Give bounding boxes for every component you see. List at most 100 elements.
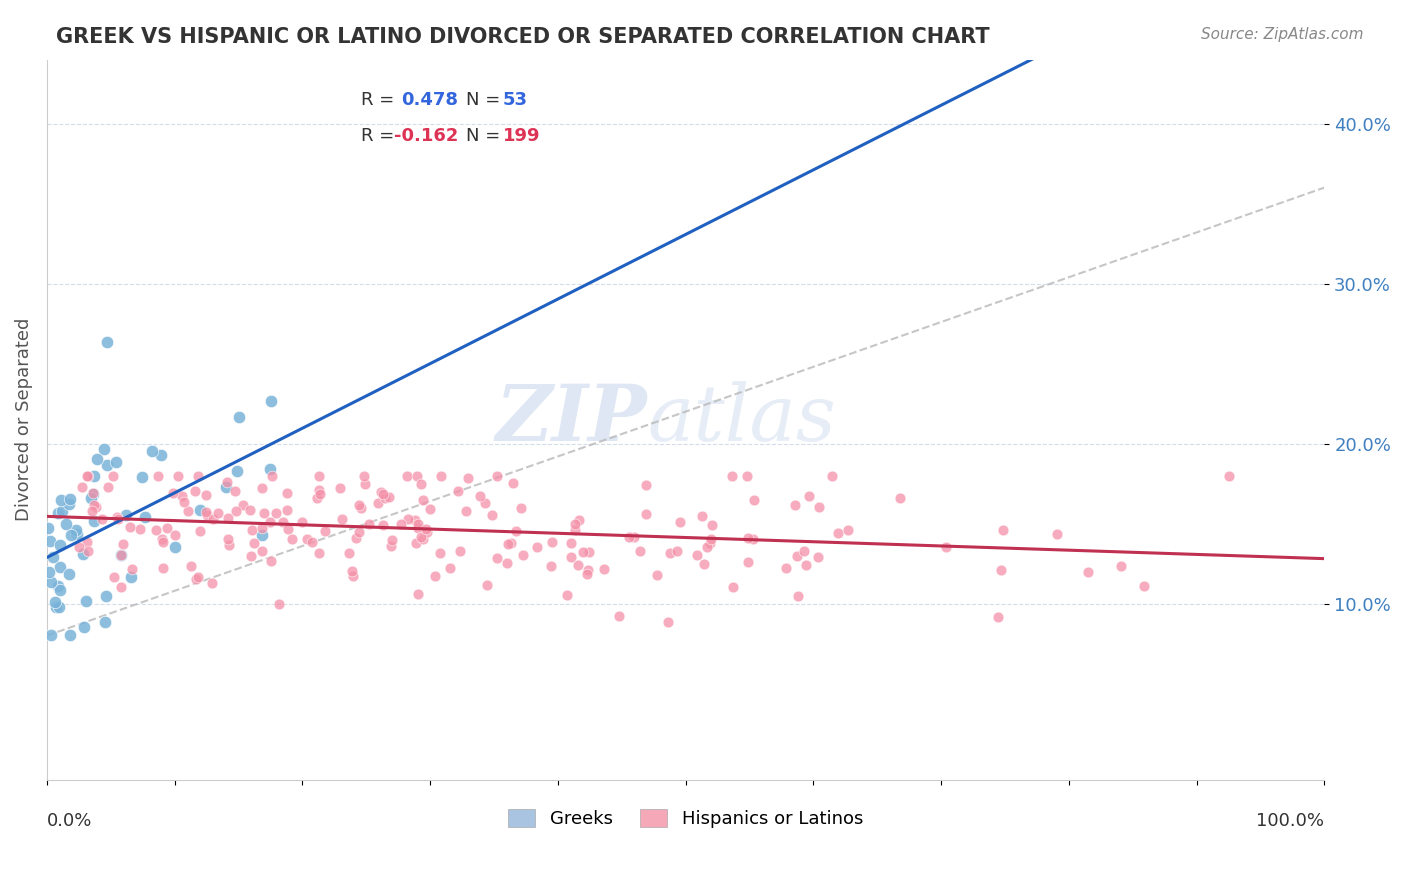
Point <box>45 600 67 615</box>
Point <box>281 532 304 546</box>
Point <box>75 593 97 607</box>
Point <box>114 508 136 522</box>
Point <box>396 511 419 525</box>
Point <box>889 491 911 506</box>
Point <box>512 548 534 562</box>
Point <box>657 615 679 630</box>
Point <box>93 442 115 456</box>
Point <box>699 536 721 550</box>
Point <box>308 468 330 483</box>
Point <box>381 533 404 548</box>
Point <box>239 503 262 517</box>
Point <box>827 526 849 541</box>
Point <box>301 534 323 549</box>
Text: 100.0%: 100.0% <box>1257 812 1324 830</box>
Point <box>240 549 263 563</box>
Point <box>94 615 117 629</box>
Point <box>560 549 582 564</box>
Point <box>314 524 336 538</box>
Point <box>215 475 238 489</box>
Point <box>634 478 657 492</box>
Point <box>409 477 432 491</box>
Point <box>188 502 211 516</box>
Point <box>659 546 682 560</box>
Point <box>76 535 98 549</box>
Point <box>42 550 65 565</box>
Point <box>38 566 60 580</box>
Point <box>406 517 429 532</box>
Point <box>118 519 141 533</box>
Point <box>564 523 586 537</box>
Point <box>353 468 375 483</box>
Point <box>252 544 274 558</box>
Point <box>83 498 105 512</box>
Point <box>457 471 479 485</box>
Point <box>308 483 330 498</box>
Point <box>48 600 70 615</box>
Point <box>252 506 274 520</box>
Point <box>575 567 598 582</box>
Text: 0.478: 0.478 <box>401 91 458 110</box>
Point <box>225 504 247 518</box>
Point <box>645 568 668 582</box>
Point <box>225 464 247 478</box>
Point <box>693 557 716 571</box>
Point <box>49 492 72 507</box>
Point <box>59 528 82 542</box>
Point <box>111 537 134 551</box>
Point <box>152 535 174 549</box>
Point <box>67 540 90 554</box>
Point <box>250 481 273 495</box>
Point <box>120 569 142 583</box>
Point <box>188 524 211 539</box>
Point <box>526 540 548 554</box>
Point <box>155 521 177 535</box>
Point <box>48 559 70 574</box>
Point <box>636 508 658 522</box>
Point <box>307 491 329 505</box>
Point <box>337 546 360 560</box>
Point <box>242 536 264 550</box>
Text: R =: R = <box>361 91 401 110</box>
Point <box>1046 526 1069 541</box>
Point <box>228 409 250 424</box>
Point <box>264 506 287 520</box>
Point <box>374 491 396 505</box>
Point <box>1218 468 1240 483</box>
Point <box>165 528 187 542</box>
Point <box>555 588 578 602</box>
Point <box>105 455 128 469</box>
Point <box>72 547 94 561</box>
Point <box>49 538 72 552</box>
Point <box>86 452 108 467</box>
Text: N =: N = <box>465 128 506 145</box>
Point <box>1133 579 1156 593</box>
Point <box>354 476 377 491</box>
Point <box>103 570 125 584</box>
Point <box>425 568 447 582</box>
Point <box>499 536 522 550</box>
Y-axis label: Divorced or Separated: Divorced or Separated <box>15 318 32 521</box>
Point <box>76 468 98 483</box>
Point <box>576 563 599 577</box>
Point <box>145 524 167 538</box>
Text: R =: R = <box>361 128 401 145</box>
Point <box>250 521 273 535</box>
Point <box>250 528 273 542</box>
Point <box>628 543 651 558</box>
Point <box>165 541 187 555</box>
Point <box>357 516 380 531</box>
Point <box>395 468 418 483</box>
Point <box>232 498 254 512</box>
Point <box>173 495 195 509</box>
Point <box>416 524 439 539</box>
Point <box>110 581 132 595</box>
Point <box>993 523 1015 537</box>
Point <box>412 532 434 546</box>
Point <box>737 555 759 569</box>
Point <box>342 564 364 578</box>
Point <box>91 512 114 526</box>
Point <box>347 498 370 512</box>
Point <box>94 589 117 603</box>
Point <box>935 540 957 554</box>
